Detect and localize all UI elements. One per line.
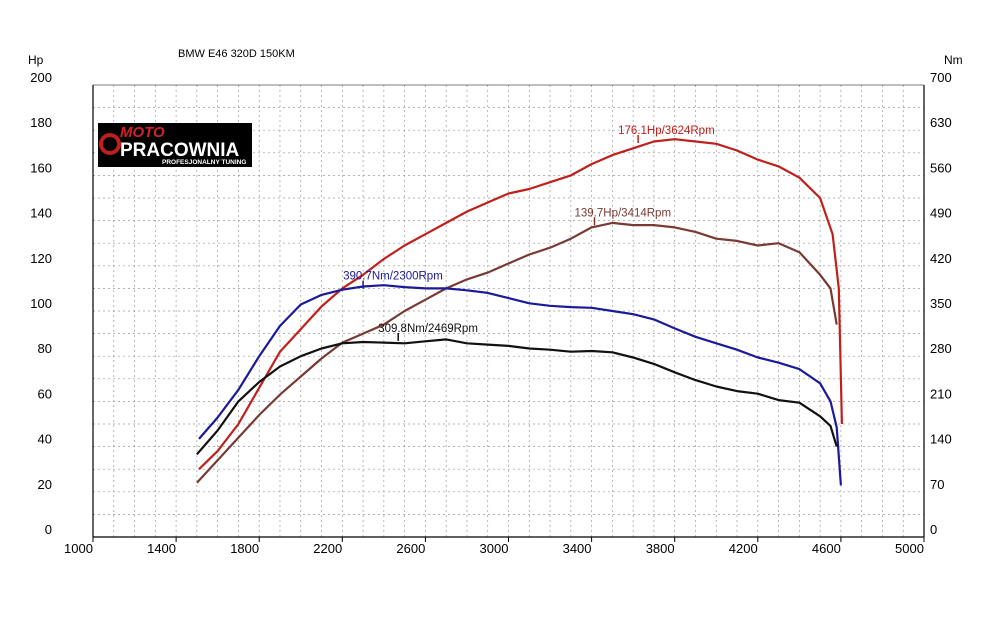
- x-tick-label: 2600: [396, 541, 425, 556]
- annotation-label: 139.7Hp/3414Rpm: [575, 207, 672, 219]
- logo-line1: MOTO: [120, 124, 165, 141]
- right-axis-unit-label: Nm: [944, 53, 963, 67]
- y-right-tick-label: 70: [930, 477, 944, 492]
- x-tick-label: 5000: [895, 541, 924, 556]
- annotation-label: 176.1Hp/3624Rpm: [618, 125, 715, 137]
- logo-line2: PRACOWNIA: [120, 140, 240, 161]
- y-right-tick-label: 630: [930, 115, 952, 130]
- x-tick-label: 4200: [729, 541, 758, 556]
- tick-labels: 1000 1400 1800 2200 2600 3000 3400 3800 4200 4600…: [30, 70, 951, 556]
- y-right-tick-label: 140: [930, 432, 952, 447]
- y-right-tick-label: 490: [930, 206, 952, 221]
- y-right-tick-label: 560: [930, 160, 952, 175]
- y-left-tick-label: 140: [30, 206, 52, 221]
- series-line-0: [198, 138, 843, 470]
- y-right-tick-label: 420: [930, 251, 952, 266]
- x-tick-label: 1000: [64, 541, 93, 556]
- axes: [92, 84, 925, 542]
- y-right-tick-label: 0: [930, 522, 937, 537]
- y-left-tick-label: 0: [45, 522, 52, 537]
- series-line-2: [198, 284, 842, 486]
- y-left-tick-label: 200: [30, 70, 52, 85]
- x-tick-label: 1800: [230, 541, 259, 556]
- y-left-tick-label: 20: [38, 477, 52, 492]
- y-right-tick-label: 350: [930, 296, 952, 311]
- y-right-tick-label: 280: [930, 341, 952, 356]
- x-tick-label: 3400: [563, 541, 592, 556]
- y-left-tick-label: 180: [30, 115, 52, 130]
- x-tick-label: 1400: [147, 541, 176, 556]
- y-right-tick-label: 210: [930, 386, 952, 401]
- series-lines: [196, 138, 843, 486]
- y-left-tick-label: 120: [30, 251, 52, 266]
- annotation-label: 309.8Nm/2469Rpm: [378, 323, 478, 335]
- y-left-tick-label: 80: [38, 341, 52, 356]
- y-left-tick-label: 60: [38, 386, 52, 401]
- series-line-1: [196, 221, 838, 484]
- series-line-3: [196, 338, 838, 456]
- x-tick-label: 2200: [313, 541, 342, 556]
- y-left-tick-label: 100: [30, 296, 52, 311]
- y-left-tick-label: 160: [30, 160, 52, 175]
- logo: MOTO PRACOWNIA PROFESJONALNY TUNING: [98, 123, 252, 167]
- y-right-tick-label: 700: [930, 70, 952, 85]
- x-tick-label: 3800: [646, 541, 675, 556]
- chart-title: BMW E46 320D 150KM: [178, 48, 295, 60]
- peak-annotations: 176.1Hp/3624Rpm 139.7Hp/3414Rpm 390.7Nm/23…: [343, 125, 715, 341]
- x-tick-label: 3000: [480, 541, 509, 556]
- y-left-tick-label: 40: [38, 432, 52, 447]
- left-axis-unit-label: Hp: [28, 53, 44, 67]
- annotation-label: 390.7Nm/2300Rpm: [343, 271, 443, 283]
- x-tick-label: 4600: [812, 541, 841, 556]
- logo-line3: PROFESJONALNY TUNING: [162, 159, 246, 166]
